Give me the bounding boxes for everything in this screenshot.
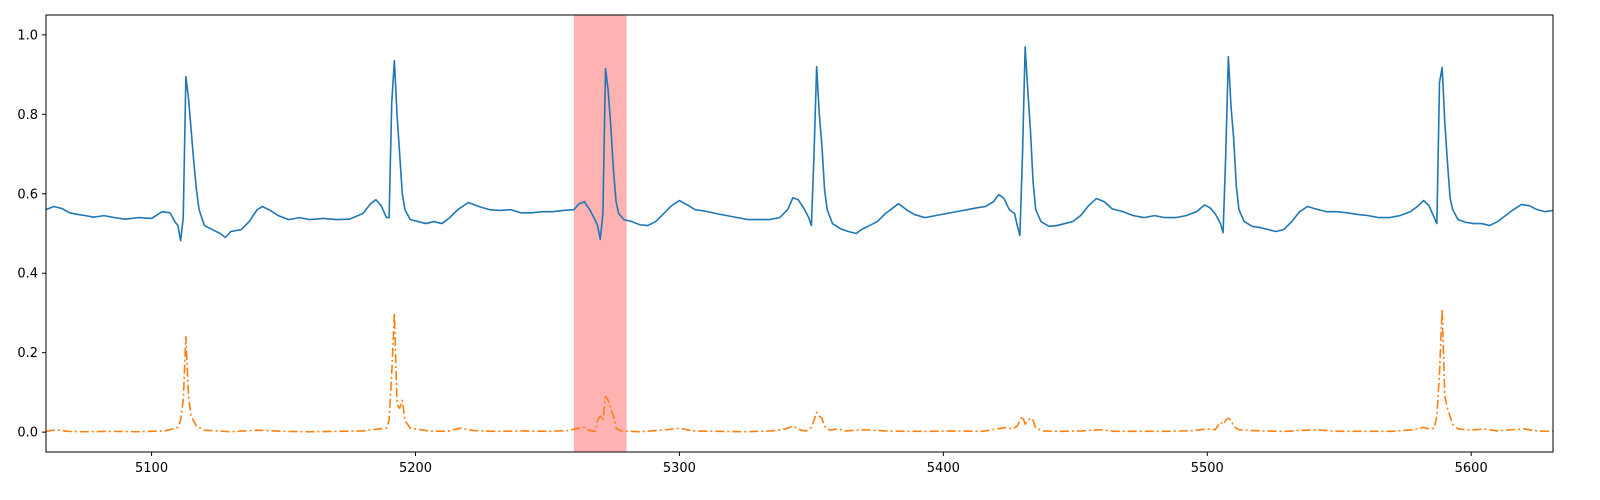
x-tick-label: 5200 <box>399 461 432 476</box>
x-tick-label: 5100 <box>135 461 168 476</box>
plot-frame <box>45 14 1554 453</box>
series-1-line <box>46 45 1553 242</box>
plot-area <box>46 15 1553 452</box>
x-tick-label: 5500 <box>1191 461 1224 476</box>
y-tick-label: 0.6 <box>17 187 38 202</box>
x-tick-label: 5400 <box>927 461 960 476</box>
y-tick-label: 1.0 <box>17 28 38 43</box>
y-tick-label: 0.8 <box>17 108 38 123</box>
y-tick-label: 0.4 <box>17 267 38 282</box>
y-tick-label: 0.2 <box>17 346 38 361</box>
series-2-line <box>46 308 1553 433</box>
y-tick-label: 0.0 <box>17 426 38 441</box>
x-tick-label: 5600 <box>1455 461 1488 476</box>
axes: 5100 5200 5300 5400 5500 5600 0.0 0.2 0.4 0.6 0.8 1… <box>17 14 1554 476</box>
x-tick-label: 5300 <box>663 461 696 476</box>
